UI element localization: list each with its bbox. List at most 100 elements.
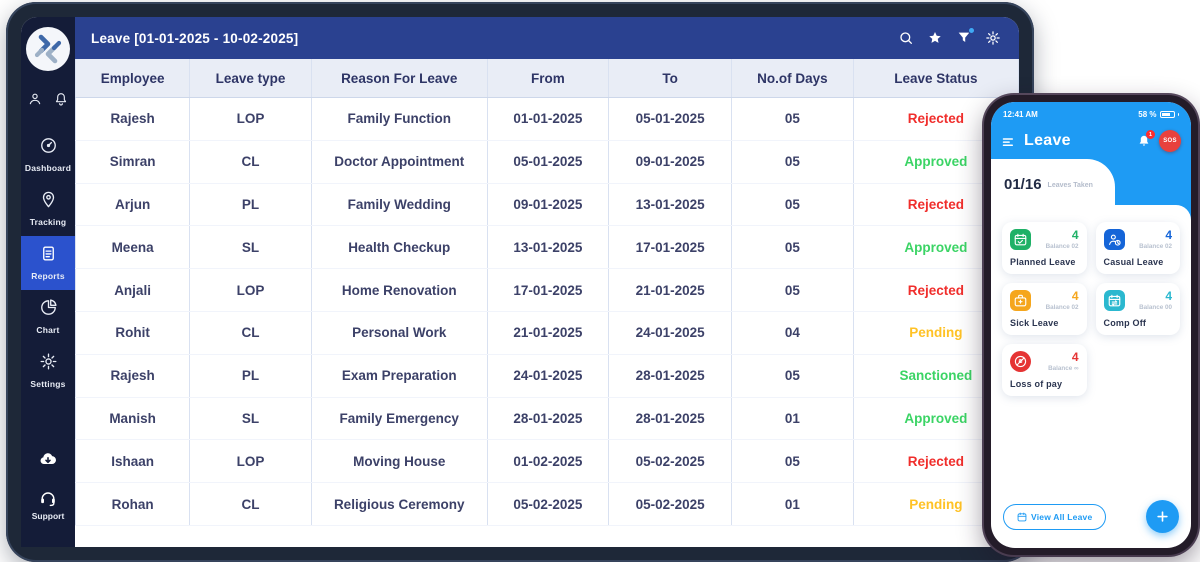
notifications-icon[interactable] [53, 91, 69, 112]
pin-icon [39, 190, 58, 214]
leave-card-casual-leave[interactable]: 4 Balance 02 Casual Leave [1095, 222, 1180, 274]
appbar: Leave [01-01-2025 - 10-02-2025] [75, 17, 1019, 59]
star-icon[interactable] [927, 30, 943, 46]
cell-employee: Rohan [75, 483, 191, 525]
cell-employee: Rohit [75, 311, 191, 354]
cell-to: 05-02-2025 [609, 440, 732, 483]
report-icon [39, 244, 58, 268]
leave-count: 4 [1071, 228, 1079, 242]
cell-employee: Rajesh [75, 354, 191, 397]
cell-type: CL [190, 483, 312, 525]
app-logo [26, 27, 70, 71]
table-body: Rajesh LOP Family Function 01-01-2025 05-01-… [75, 98, 1019, 526]
leave-card-planned-leave[interactable]: 4 Balance 02 Planned Leave [1002, 222, 1087, 274]
cell-type: PL [190, 183, 312, 226]
sidebar-item-settings[interactable]: Settings [21, 344, 75, 398]
view-all-leave-button[interactable]: View All Leave [1003, 503, 1107, 530]
sidebar: Dashboard Tracking Reports Chart Settings [21, 17, 75, 547]
calendar-check-icon [1010, 229, 1031, 250]
gear-icon [39, 352, 58, 376]
leave-balance: Balance 00 [1139, 304, 1172, 311]
phone-status-bar: 12:41 AM 58 % [991, 102, 1191, 123]
table-row: Rohit CL Personal Work 21-01-2025 24-01-2025… [75, 311, 1019, 355]
cell-employee: Arjun [75, 183, 191, 226]
sidebar-item-label: Chart [36, 325, 60, 335]
no-money-icon [1010, 351, 1031, 372]
sidebar-item-chart[interactable]: Chart [21, 290, 75, 344]
cell-days: 05 [732, 140, 854, 183]
cell-from: 09-01-2025 [488, 183, 610, 226]
sos-button[interactable]: SOS [1159, 130, 1181, 152]
cell-employee: Simran [75, 140, 191, 183]
column-header: Reason For Leave [312, 59, 488, 97]
cell-from: 05-02-2025 [488, 483, 610, 525]
leave-balance: Balance 02 [1045, 304, 1079, 311]
table-row: Manish SL Family Emergency 28-01-2025 28-01-… [75, 397, 1019, 441]
cell-days: 01 [732, 397, 854, 440]
leave-count: 4 [1071, 289, 1079, 303]
cell-reason: Home Renovation [312, 269, 488, 311]
column-header: Leave Status [854, 59, 1019, 97]
page-title: Leave [01-01-2025 - 10-02-2025] [91, 30, 299, 46]
battery-icon [1159, 111, 1175, 118]
sidebar-item-support[interactable]: Support [31, 488, 65, 521]
cell-type: SL [190, 397, 312, 440]
phone-page-title: Leave [1024, 132, 1071, 149]
sidebar-item-label: Support [31, 511, 65, 521]
leave-type-cards: 4 Balance 02 Planned Leave 4 Balance 02 Casua… [991, 220, 1191, 396]
leave-card-loss-of-pay[interactable]: 4 Balance ∞ Loss of pay [1002, 344, 1087, 396]
sidebar-item-tracking[interactable]: Tracking [21, 182, 75, 236]
leaves-taken-count: 01/16 [1004, 175, 1042, 193]
cell-type: CL [190, 140, 312, 183]
menu-icon[interactable] [1001, 134, 1016, 149]
sidebar-nav: Dashboard Tracking Reports Chart Settings [21, 128, 75, 398]
leave-card-comp-off[interactable]: 4 Balance 00 Comp Off [1095, 283, 1180, 335]
cell-to: 21-01-2025 [609, 269, 732, 311]
leave-table: Employee Leave type Reason For Leave From To… [75, 59, 1019, 547]
main-panel: Leave [01-01-2025 - 10-02-2025] [75, 17, 1019, 547]
sidebar-item-dashboard[interactable]: Dashboard [21, 128, 75, 182]
cell-days: 04 [732, 311, 854, 354]
add-leave-fab[interactable] [1146, 500, 1179, 533]
table-row: Anjali LOP Home Renovation 17-01-2025 21-01-… [75, 269, 1019, 312]
leave-balance: Balance 02 [1045, 243, 1079, 250]
table-row: Rajesh LOP Family Function 01-01-2025 05-01-… [75, 98, 1019, 141]
profile-icon[interactable] [27, 91, 43, 112]
sidebar-item-reports[interactable]: Reports [21, 236, 75, 290]
leave-balance: Balance ∞ [1048, 365, 1079, 372]
cell-type: PL [190, 354, 312, 397]
leaves-taken-card: 01/16 Leaves Taken [991, 159, 1115, 205]
sidebar-item-label: Settings [30, 379, 66, 389]
cell-from: 28-01-2025 [488, 397, 610, 440]
cell-from: 13-01-2025 [488, 226, 610, 269]
cell-from: 05-01-2025 [488, 140, 610, 183]
cell-employee: Meena [75, 226, 191, 269]
cell-employee: Anjali [75, 269, 191, 311]
phone-bell-icon[interactable]: 1 [1137, 130, 1155, 148]
cell-reason: Personal Work [312, 311, 488, 354]
person-clock-icon [1103, 229, 1125, 250]
search-icon[interactable] [898, 30, 914, 46]
cell-from: 24-01-2025 [488, 354, 610, 397]
cell-days: 05 [732, 354, 854, 397]
tablet-mockup: Dashboard Tracking Reports Chart Settings [6, 2, 1034, 562]
cell-employee: Manish [75, 397, 191, 440]
cloud-download-icon[interactable] [38, 449, 58, 474]
table-row: Simran CL Doctor Appointment 05-01-2025 09-0… [75, 140, 1019, 184]
cell-days: 05 [732, 226, 854, 269]
cell-to: 28-01-2025 [609, 354, 732, 397]
leave-card-sick-leave[interactable]: 4 Balance 02 Sick Leave [1002, 283, 1087, 335]
cell-type: CL [190, 311, 312, 354]
cell-days: 05 [732, 183, 854, 226]
leave-count: 4 [1165, 228, 1172, 242]
settings-icon[interactable] [985, 30, 1001, 46]
plus-icon [1157, 511, 1168, 522]
phone-footer: View All Leave [1003, 500, 1179, 533]
logo-knot-icon [34, 34, 62, 64]
cell-type: SL [190, 226, 312, 269]
cell-from: 01-02-2025 [488, 440, 610, 483]
cell-days: 05 [732, 269, 854, 311]
phone-mockup: 12:41 AM 58 % Leave 1 SOS [984, 95, 1198, 555]
filter-icon[interactable] [956, 27, 975, 46]
table-row: Meena SL Health Checkup 13-01-2025 17-01-202… [75, 226, 1019, 270]
